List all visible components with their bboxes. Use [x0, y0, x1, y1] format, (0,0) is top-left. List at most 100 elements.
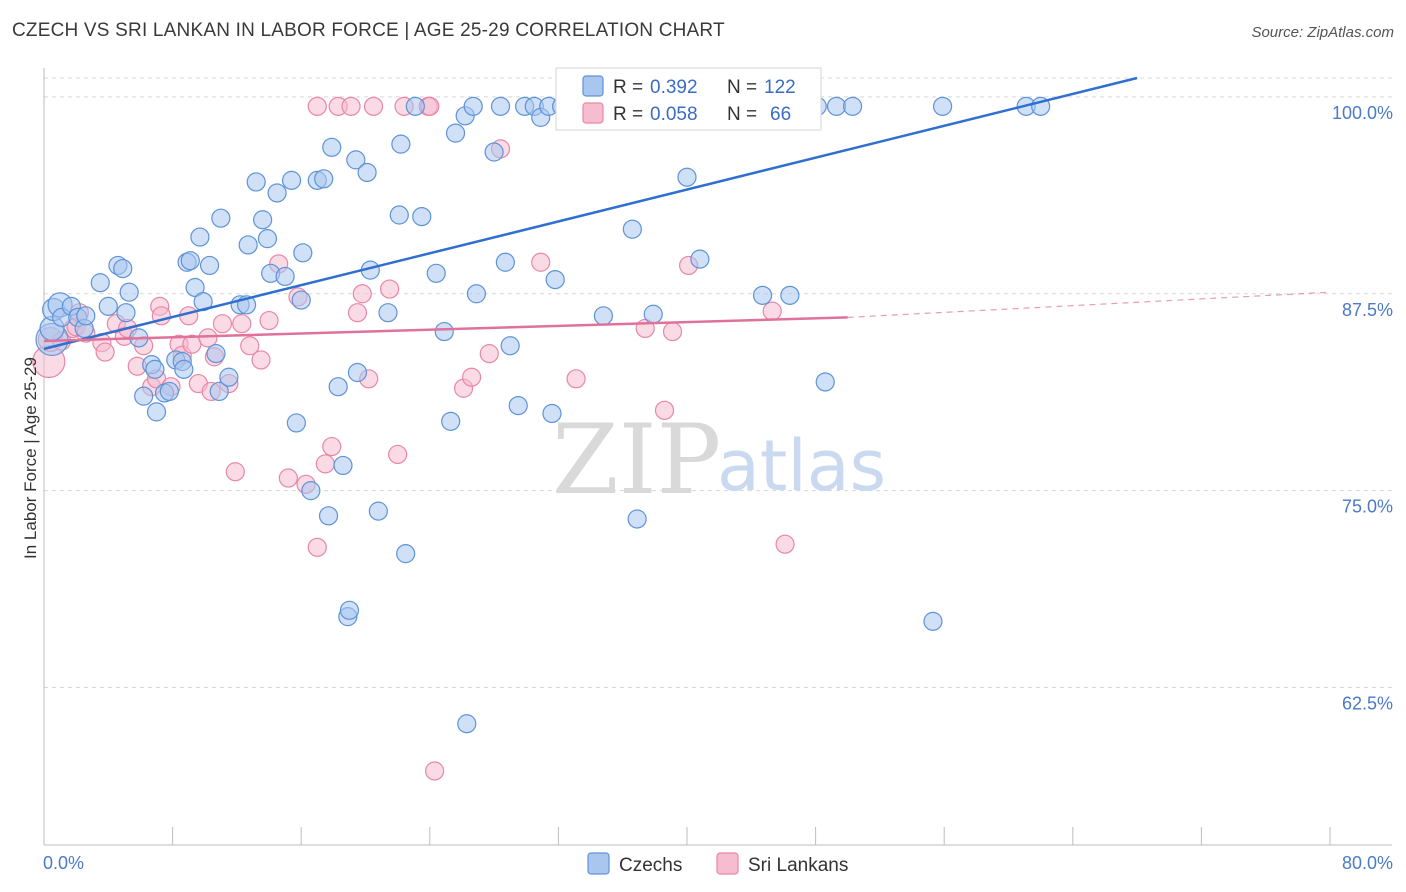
- czech-point: [643, 304, 663, 324]
- czech-point: [368, 501, 388, 521]
- trend-line-sri-lankans: [43, 316, 848, 343]
- czech-point: [495, 252, 515, 272]
- sri-lankan-point: [762, 301, 782, 321]
- sri-lankan-point: [240, 336, 260, 356]
- czech-point: [826, 96, 847, 116]
- czech-point: [412, 206, 432, 227]
- czech-point: [378, 303, 398, 323]
- legend-r-label-sri-lankans: R =: [613, 104, 643, 125]
- czech-point: [145, 359, 165, 379]
- watermark-atlas: atlas: [717, 425, 886, 507]
- sri-lankan-point: [225, 462, 245, 482]
- czech-point: [357, 162, 377, 183]
- sri-lankan-point: [251, 350, 271, 370]
- czech-point: [466, 284, 487, 304]
- czech-point: [146, 402, 167, 422]
- czech-point: [426, 263, 446, 283]
- legend-n-value-sri-lankans: 66: [770, 104, 791, 125]
- sri-lankan-point: [259, 310, 279, 331]
- czech-point: [180, 251, 200, 271]
- legend-swatch-czechs: [582, 75, 604, 97]
- legend-n-value-czechs: 122: [764, 77, 796, 98]
- sri-lankan-point: [654, 400, 675, 420]
- x-tick-labels: 0.0% 80.0%: [43, 853, 1393, 873]
- czech-point: [690, 249, 710, 269]
- sri-lankan-point: [341, 96, 361, 116]
- legend-n-label-czechs: N =: [727, 77, 757, 98]
- czech-point: [434, 321, 454, 342]
- sri-lankan-point: [531, 252, 551, 272]
- czech-point: [291, 290, 311, 310]
- watermark-zip: ZIP: [552, 404, 721, 516]
- series-legend: Czechs Sri Lankans: [587, 852, 848, 876]
- czech-point: [76, 306, 96, 326]
- czech-point: [842, 96, 863, 116]
- sri-lankan-point: [566, 369, 586, 389]
- trend-line-sri-lankans-extension: [847, 291, 1331, 318]
- y-tick-label: 100.0%: [1332, 103, 1393, 123]
- trend-line-czechs: [43, 76, 1138, 351]
- y-tick-label: 62.5%: [1342, 694, 1393, 714]
- y-tick-label: 87.5%: [1342, 300, 1393, 320]
- legend-r-label-czechs: R =: [613, 77, 643, 98]
- czech-point: [391, 134, 411, 154]
- czech-point: [405, 96, 425, 116]
- y-tick-labels: 100.0% 87.5% 75.0% 62.5%: [1332, 103, 1393, 714]
- czech-point: [281, 170, 302, 190]
- czech-point: [322, 137, 342, 157]
- x-tick-label-max: 80.0%: [1342, 853, 1393, 873]
- czech-point: [159, 381, 179, 402]
- bottom-legend-czechs: Czechs: [619, 855, 682, 876]
- czech-point: [328, 377, 348, 397]
- czech-point: [211, 208, 231, 228]
- czech-point: [463, 96, 483, 116]
- czech-point: [441, 411, 461, 431]
- czech-point: [923, 611, 943, 631]
- bottom-swatch-sri-lankans: [716, 852, 739, 875]
- sri-lankan-point: [198, 328, 218, 348]
- bottom-legend-sri-lankans: Sri Lankans: [748, 855, 848, 876]
- czech-point: [484, 142, 504, 162]
- czech-point: [347, 362, 368, 383]
- sri-lankan-point: [461, 367, 482, 387]
- czech-point: [677, 167, 697, 187]
- czech-point: [293, 243, 313, 263]
- bottom-swatch-czechs: [587, 852, 610, 875]
- legend-r-value-sri-lankans: 0.058: [650, 104, 698, 125]
- czech-point: [267, 183, 287, 203]
- czech-point: [339, 600, 360, 620]
- czech-point: [116, 303, 136, 323]
- czech-point: [275, 266, 295, 287]
- czech-point: [542, 403, 562, 424]
- sri-lankan-point: [347, 303, 368, 323]
- sri-lankan-point: [278, 468, 298, 488]
- czech-point: [545, 269, 565, 290]
- czech-point: [622, 219, 642, 239]
- sri-lankan-point: [232, 314, 252, 334]
- czech-point: [752, 285, 773, 305]
- czech-point: [253, 210, 273, 230]
- czech-point: [206, 344, 226, 364]
- czech-point: [396, 544, 416, 564]
- source-credit: Source: ZipAtlas.com: [1251, 24, 1394, 41]
- czech-point: [346, 150, 366, 170]
- czech-point: [500, 336, 520, 356]
- sri-lankan-point: [425, 761, 445, 781]
- axes: [43, 68, 1392, 846]
- czech-point: [815, 372, 835, 392]
- czech-point: [134, 386, 154, 406]
- stats-legend: R = 0.392 N = 122 R = 0.058 N = 66: [555, 67, 822, 131]
- sri-lankan-point: [479, 344, 499, 364]
- czech-point: [190, 227, 210, 247]
- legend-r-value-czechs: 0.392: [650, 77, 698, 98]
- sri-lankan-point: [315, 454, 335, 474]
- sri-lankan-point: [95, 342, 115, 362]
- x-tick-label-min: 0.0%: [43, 853, 84, 873]
- sri-lankan-point: [388, 444, 408, 465]
- sri-lankan-point: [775, 534, 795, 554]
- czech-point: [98, 296, 118, 316]
- grid-lines: [44, 77, 1392, 689]
- czech-point: [314, 169, 334, 189]
- sri-lankan-point: [662, 321, 683, 342]
